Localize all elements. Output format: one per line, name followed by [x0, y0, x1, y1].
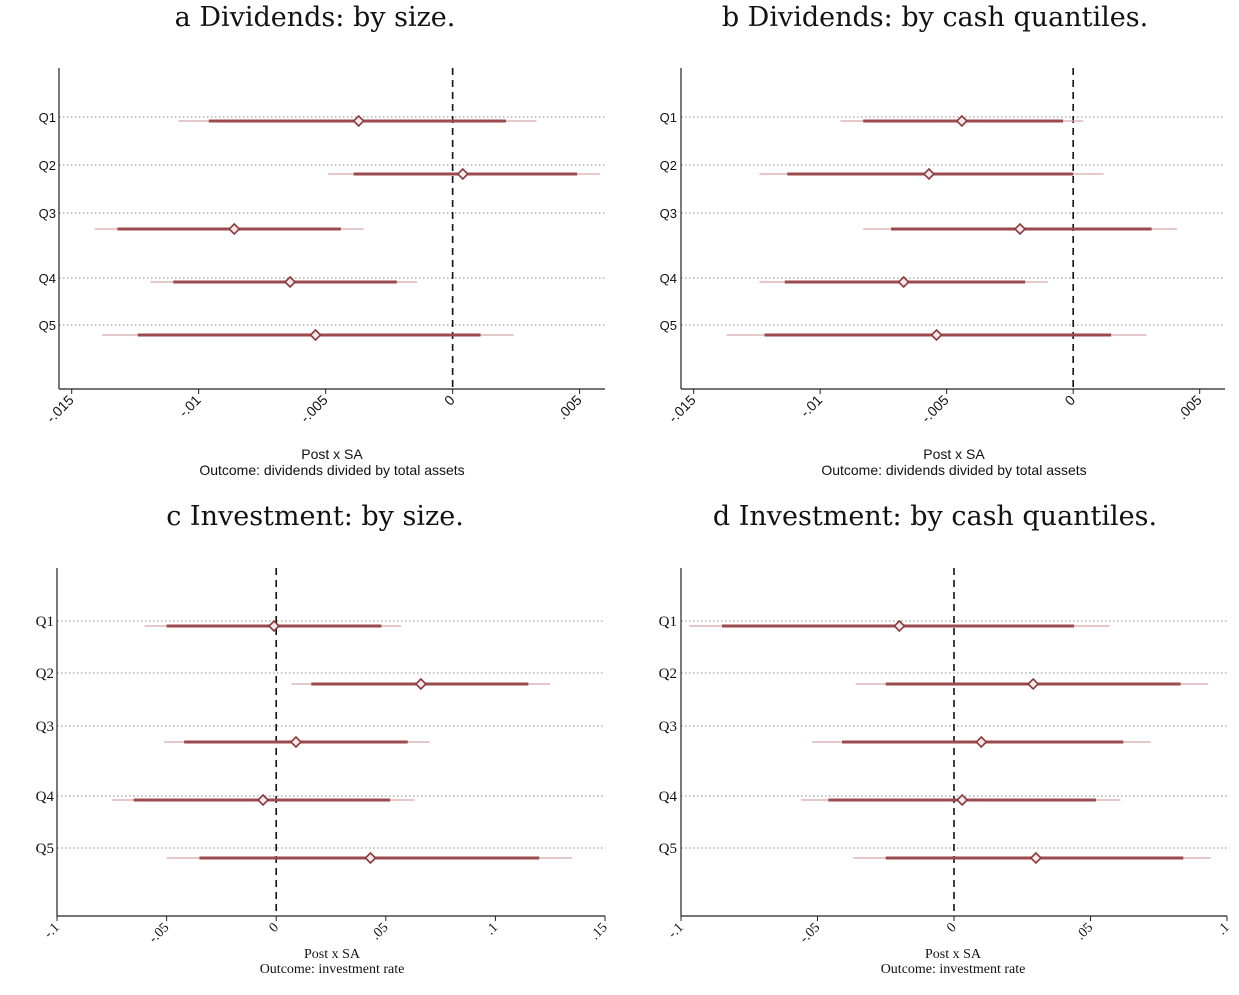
point-estimate-marker: [1027, 677, 1040, 691]
point-estimate-marker: [1013, 222, 1027, 236]
chart-note: Outcome: investment rate: [880, 962, 1026, 977]
y-tick-label: Q2: [36, 666, 54, 682]
x-tick-label: -.015: [665, 392, 699, 426]
coefficient-plot-c: Q1 Q2 Q3 Q4 Q5 -.1 -.05 0 .05 .1 .15: [36, 568, 611, 947]
point-estimate-marker: [922, 167, 936, 181]
panel-b: b Dividends: by cash quantiles. Q1 Q2 Q3 Q4…: [620, 0, 1239, 495]
chart-title: b Dividends: by cash quantiles.: [721, 2, 1149, 33]
chart-title: a Dividends: by size.: [174, 2, 456, 33]
y-tick-label: Q4: [660, 271, 677, 286]
x-axis-title: Post x SA: [923, 446, 985, 462]
point-estimate-marker: [414, 677, 428, 691]
coefficient-plot-b: Q1 Q2 Q3 Q4 Q5 -.015 -.01 -.005 0 .005: [660, 68, 1225, 426]
point-estimate-marker: [897, 275, 910, 289]
x-tick-label: -.1: [41, 920, 62, 941]
chart-note: Outcome: investment rate: [259, 962, 405, 977]
chart-title: c Investment: by size.: [166, 501, 464, 532]
y-tick-label: Q4: [39, 271, 56, 286]
x-tick-label: .05: [369, 920, 392, 943]
x-tick-label: 0: [266, 920, 282, 936]
point-estimate-marker: [1029, 851, 1043, 865]
y-tick-label: Q1: [659, 614, 677, 630]
y-tick-label: Q3: [659, 719, 677, 735]
x-tick-label: -.1: [665, 920, 686, 941]
x-axis-title: Post x SA: [924, 947, 982, 962]
y-tick-label: Q5: [36, 841, 54, 857]
x-tick-label: -.005: [297, 392, 331, 426]
point-estimate-marker: [256, 793, 270, 807]
y-tick-label: Q5: [39, 318, 56, 333]
y-tick-label: Q3: [36, 719, 54, 735]
point-estimate-marker: [309, 328, 322, 342]
x-tick-label: -.01: [797, 392, 826, 421]
y-tick-label: Q3: [660, 206, 677, 221]
point-estimate-marker: [893, 619, 906, 633]
y-tick-label: Q1: [39, 110, 56, 125]
y-tick-label: Q5: [659, 841, 677, 857]
x-tick-label: -.01: [175, 392, 204, 421]
y-tick-label: Q3: [39, 206, 56, 221]
point-estimate-marker: [955, 114, 968, 128]
x-tick-label: -.005: [918, 392, 952, 426]
x-axis-title: Post x SA: [303, 947, 361, 962]
y-tick-label: Q2: [659, 666, 677, 682]
point-estimate-marker: [289, 735, 303, 749]
point-estimate-marker: [228, 222, 241, 236]
x-tick-label: -.015: [43, 392, 77, 426]
y-tick-label: Q5: [660, 318, 677, 333]
x-axis-title: Post x SA: [301, 446, 363, 462]
x-tick-label: .1: [1215, 920, 1233, 938]
x-tick-label: .15: [588, 920, 611, 943]
y-tick-label: Q2: [660, 158, 677, 173]
x-tick-label: .005: [554, 392, 585, 423]
x-tick-label: .05: [1073, 920, 1096, 943]
x-tick-label: 0: [1061, 392, 1078, 409]
chart-note: Outcome: dividends divided by total asse…: [821, 462, 1087, 478]
panel-a: a Dividends: by size. Q1 Q2 Q3 Q4 Q5 -.015 -.0…: [0, 0, 620, 495]
point-estimate-marker: [364, 851, 377, 865]
chart-title: d Investment: by cash quantiles.: [712, 501, 1158, 532]
point-estimate-marker: [267, 619, 281, 633]
point-estimate-marker: [352, 114, 365, 128]
coefficient-plot-a: Q1 Q2 Q3 Q4 Q5 -.015 -.01 -.005 0 .005: [39, 68, 605, 426]
panel-c: c Investment: by size. Q1 Q2 Q3 Q4 Q5 -.1 -.05…: [0, 497, 620, 995]
point-estimate-marker: [975, 735, 988, 749]
point-estimate-marker: [930, 328, 943, 342]
point-estimate-marker: [956, 793, 969, 807]
coefficient-plot-d: Q1 Q2 Q3 Q4 Q5 -.1 -.05 0 .05 .1: [659, 568, 1233, 947]
point-estimate-marker: [456, 167, 469, 181]
point-estimate-marker: [283, 275, 297, 289]
y-tick-label: Q4: [36, 789, 55, 805]
y-tick-label: Q1: [36, 614, 54, 630]
y-tick-label: Q4: [659, 789, 678, 805]
x-tick-label: -.05: [797, 920, 823, 946]
x-tick-label: 0: [944, 920, 960, 936]
y-tick-label: Q1: [660, 110, 677, 125]
y-tick-label: Q2: [39, 158, 56, 173]
x-tick-label: -.05: [146, 920, 172, 946]
chart-note: Outcome: dividends divided by total asse…: [199, 462, 465, 478]
x-tick-label: .005: [1174, 392, 1205, 423]
x-tick-label: .1: [483, 920, 501, 938]
panel-d: d Investment: by cash quantiles. Q1 Q2 Q3 Q…: [620, 497, 1239, 995]
x-tick-label: 0: [441, 392, 458, 409]
